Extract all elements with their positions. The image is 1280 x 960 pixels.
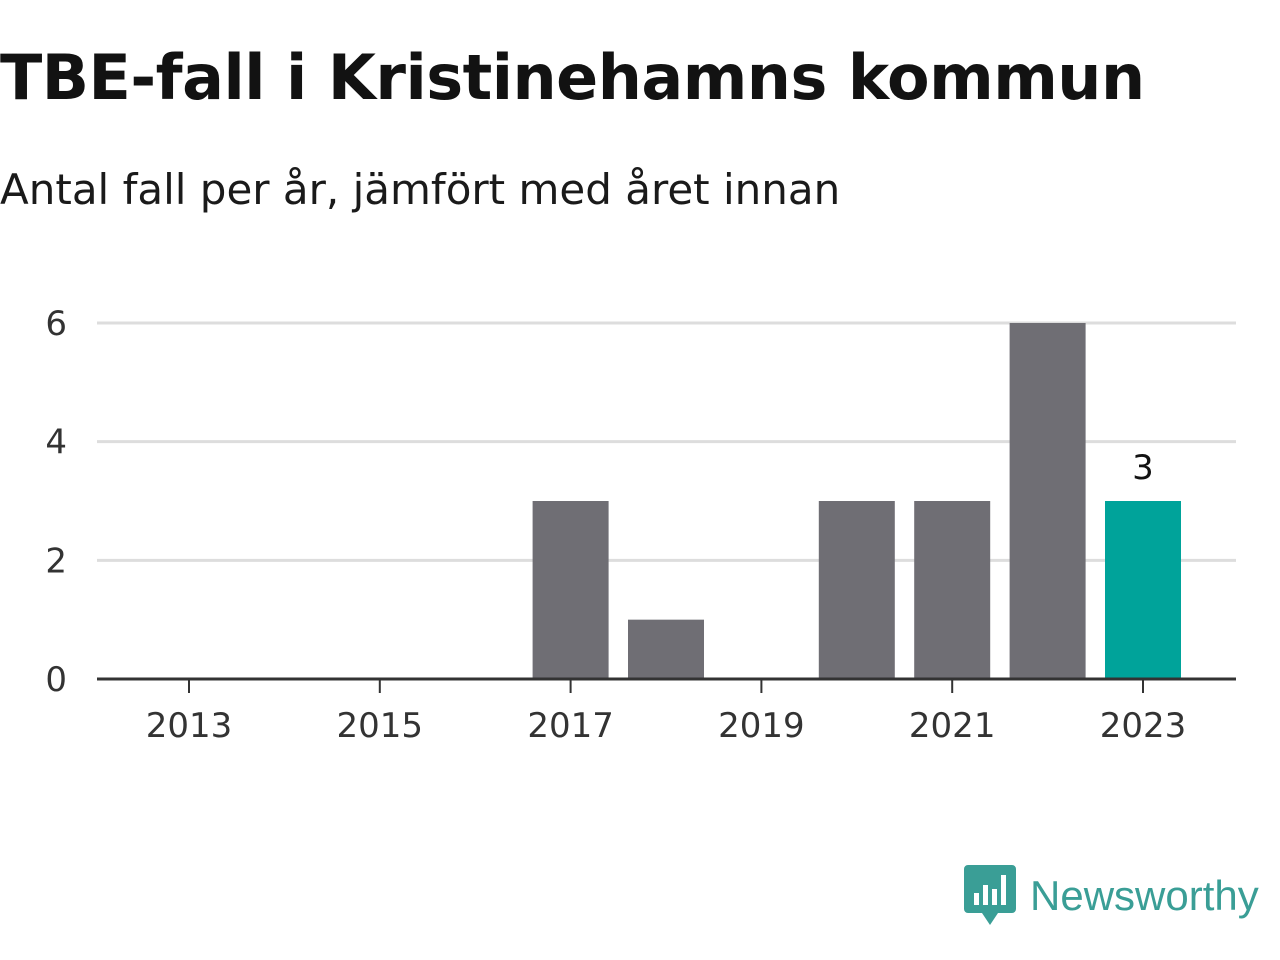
y-tick-label: 6 [45, 304, 67, 344]
bar-2023 [1105, 501, 1181, 679]
newsworthy-chart-bubble-icon [964, 865, 1016, 925]
bar-2022 [1009, 323, 1086, 679]
x-tick-label: 2013 [146, 706, 233, 746]
bar-2021 [914, 501, 991, 679]
x-axis-ticks: 2013 2015 2017 2019 2021 2023 [146, 679, 1187, 746]
x-tick-label: 2023 [1100, 706, 1187, 746]
y-tick-label: 4 [45, 423, 67, 463]
y-tick-label: 0 [45, 660, 67, 700]
x-tick-label: 2019 [718, 706, 805, 746]
bar-2018 [628, 619, 704, 679]
bar-2020 [818, 501, 895, 679]
chart-subtitle: Antal fall per år, jämfört med året inna… [0, 165, 841, 214]
bars [532, 323, 1181, 679]
chart-title: TBE-fall i Kristinehamns kommun [0, 41, 1145, 114]
y-tick-label: 2 [45, 541, 67, 581]
data-labels: 3 [1132, 448, 1154, 488]
x-tick-label: 2015 [337, 706, 424, 746]
x-tick-label: 2021 [909, 706, 996, 746]
bar-2017 [532, 501, 609, 679]
brand-logo: Newsworthy [964, 864, 1259, 928]
y-axis-ticks: 0 2 4 6 [45, 304, 67, 700]
data-label-2023: 3 [1132, 448, 1154, 488]
x-tick-label: 2017 [527, 706, 614, 746]
brand-name: Newsworthy [1030, 872, 1259, 919]
